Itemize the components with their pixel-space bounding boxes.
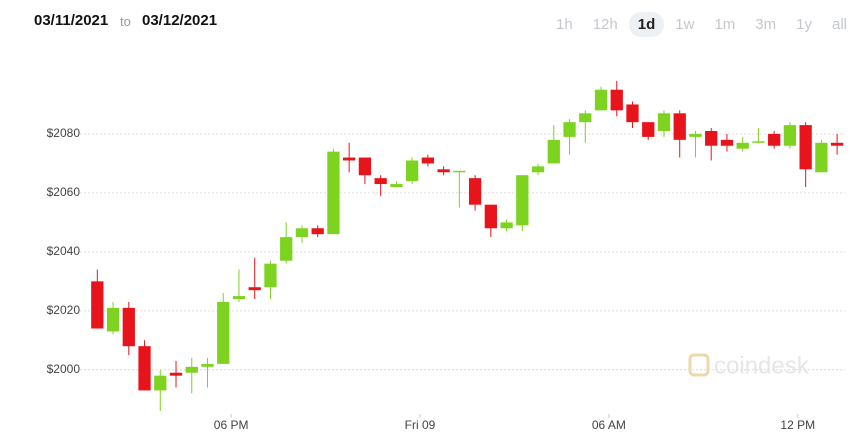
candle-body bbox=[579, 113, 592, 123]
candle-body bbox=[185, 366, 198, 373]
candle-body bbox=[468, 178, 482, 205]
candle-body bbox=[736, 142, 749, 149]
candle-body bbox=[642, 122, 655, 137]
candle-body bbox=[610, 89, 623, 111]
candle-body bbox=[752, 141, 765, 143]
candle-body bbox=[689, 133, 702, 137]
y-tick-label: $2040 bbox=[47, 244, 81, 258]
candle-body bbox=[217, 301, 230, 364]
candle-body bbox=[563, 122, 576, 137]
range-button[interactable]: 1m bbox=[714, 16, 736, 33]
date-to: 03/12/2021 bbox=[142, 12, 218, 29]
candle-body bbox=[106, 307, 120, 332]
candle-body bbox=[138, 346, 151, 391]
range-button[interactable]: 1w bbox=[675, 16, 695, 33]
candle-body bbox=[626, 104, 639, 123]
y-tick-label: $2020 bbox=[47, 303, 81, 317]
candle-body bbox=[390, 184, 403, 188]
range-button[interactable]: 12h bbox=[592, 16, 618, 33]
candle-body bbox=[768, 133, 781, 146]
candle-body bbox=[91, 281, 104, 329]
candle-body bbox=[720, 139, 734, 146]
candle-body bbox=[815, 142, 828, 173]
x-tick-label: 06 AM bbox=[592, 418, 626, 432]
candle-body bbox=[264, 263, 277, 288]
candle-body bbox=[453, 170, 466, 173]
header: 03/11/2021 to 03/12/2021 1h 12h 1d 1w 1m 3m 1y… bbox=[0, 0, 862, 44]
candle-body bbox=[547, 139, 560, 164]
range-button[interactable]: 1y bbox=[796, 16, 812, 33]
y-tick-label: $2060 bbox=[47, 185, 81, 199]
candle-body bbox=[248, 287, 261, 291]
candle-body bbox=[516, 175, 529, 226]
candle-body bbox=[830, 142, 844, 146]
candle-body bbox=[327, 151, 340, 235]
range-button[interactable]: all bbox=[831, 16, 847, 33]
candle-body bbox=[405, 160, 419, 182]
candle-body bbox=[673, 113, 686, 140]
x-tick-label: 12 PM bbox=[780, 418, 815, 432]
candle-body bbox=[657, 113, 671, 131]
candle-body bbox=[799, 125, 812, 170]
date-from: 03/11/2021 bbox=[34, 12, 109, 29]
range-button[interactable]: 3m bbox=[755, 16, 777, 33]
date-separator: to bbox=[120, 14, 131, 29]
candle-body bbox=[154, 375, 167, 391]
range-button[interactable]: 1h bbox=[556, 16, 573, 33]
candle-body bbox=[484, 204, 497, 229]
x-tick-label: Fri 09 bbox=[405, 418, 436, 432]
candle-body bbox=[169, 372, 183, 376]
candle-body bbox=[201, 363, 214, 367]
candle-body bbox=[232, 296, 246, 300]
candle-body bbox=[421, 157, 435, 164]
range-selector: 1h 12h 1d 1w 1m 3m 1y all bbox=[547, 12, 856, 37]
candle-body bbox=[343, 157, 356, 161]
candle-body bbox=[374, 178, 387, 185]
watermark-logo bbox=[688, 353, 710, 377]
x-tick-label: 06 PM bbox=[214, 418, 249, 432]
candle-body bbox=[783, 125, 797, 146]
candle-body bbox=[280, 237, 293, 261]
candle-body bbox=[500, 222, 513, 229]
candle-body bbox=[705, 130, 718, 146]
y-tick-label: $2000 bbox=[47, 362, 81, 376]
y-tick-label: $2080 bbox=[47, 126, 81, 140]
candle-body bbox=[295, 228, 309, 238]
candle-body bbox=[122, 307, 135, 347]
watermark: coindesk bbox=[688, 352, 810, 379]
candle-body bbox=[311, 228, 324, 235]
candle-body bbox=[531, 166, 545, 173]
plot: $2000 $2020 $2040 $2060 $2080 06 PM Fri 09 06 A… bbox=[47, 80, 845, 432]
candle-body bbox=[594, 89, 608, 111]
candle-body bbox=[358, 157, 372, 176]
candle-body bbox=[437, 169, 450, 173]
watermark-text: coindesk bbox=[714, 352, 810, 379]
range-button[interactable]: 1d bbox=[628, 12, 665, 37]
